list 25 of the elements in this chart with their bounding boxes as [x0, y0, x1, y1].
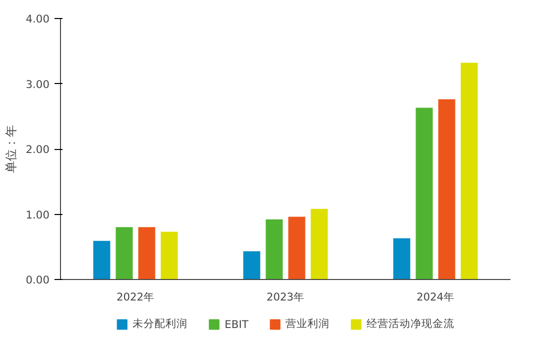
bar: [137, 226, 156, 280]
y-tick-label: 0.00: [26, 274, 50, 286]
y-tick-label: 3.00: [26, 78, 50, 91]
legend-label: 经营活动净现金流: [366, 317, 454, 331]
y-tick-label: 1.00: [26, 208, 50, 222]
bar: [160, 230, 179, 280]
bar: [414, 106, 434, 280]
bar: [392, 237, 412, 280]
bar: [92, 240, 112, 280]
bar: [460, 62, 479, 280]
x-tick-label: 2022年: [116, 290, 155, 304]
bar: [287, 216, 306, 280]
y-tick-label: 4.00: [26, 12, 50, 26]
legend-label: 未分配利润: [132, 317, 188, 331]
y-axis-title: 单位：年: [4, 125, 18, 173]
bar: [437, 98, 456, 280]
x-tick-label: 2024年: [416, 290, 455, 304]
x-tick-label: 2023年: [266, 290, 305, 304]
bar: [242, 250, 262, 280]
legend-label: EBIT: [224, 318, 248, 330]
legend-label: 营业利润: [285, 317, 330, 331]
y-tick-label: 2.00: [26, 143, 50, 156]
bar: [114, 226, 134, 280]
bar: [310, 208, 329, 280]
bar: [264, 218, 284, 280]
